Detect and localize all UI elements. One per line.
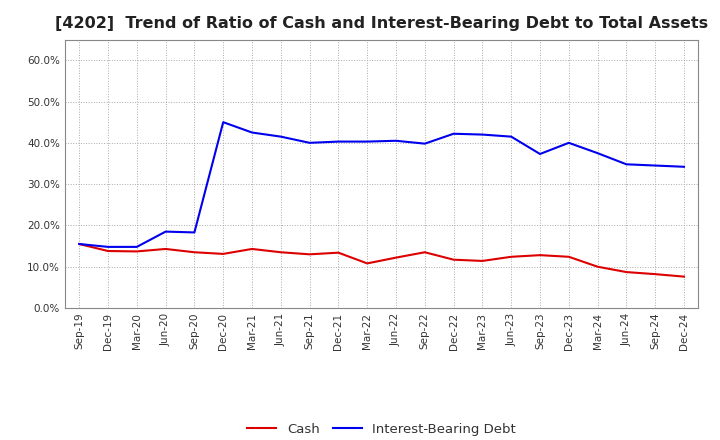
- Cash: [392, 255, 400, 260]
- Cash: [536, 253, 544, 258]
- Cash: [478, 258, 487, 264]
- Interest-Bearing Debt: [680, 164, 688, 169]
- Cash: [507, 254, 516, 260]
- Interest-Bearing Debt: [75, 242, 84, 247]
- Cash: [449, 257, 458, 262]
- Cash: [363, 261, 372, 266]
- Interest-Bearing Debt: [536, 151, 544, 157]
- Interest-Bearing Debt: [248, 130, 256, 135]
- Line: Cash: Cash: [79, 244, 684, 277]
- Interest-Bearing Debt: [622, 161, 631, 167]
- Cash: [334, 250, 343, 255]
- Interest-Bearing Debt: [305, 140, 314, 146]
- Interest-Bearing Debt: [132, 244, 141, 249]
- Cash: [593, 264, 602, 269]
- Cash: [190, 249, 199, 255]
- Cash: [680, 274, 688, 279]
- Cash: [420, 249, 429, 255]
- Interest-Bearing Debt: [219, 120, 228, 125]
- Cash: [276, 249, 285, 255]
- Interest-Bearing Debt: [593, 150, 602, 156]
- Cash: [305, 252, 314, 257]
- Interest-Bearing Debt: [507, 134, 516, 139]
- Interest-Bearing Debt: [449, 131, 458, 136]
- Cash: [75, 242, 84, 247]
- Legend: Cash, Interest-Bearing Debt: Cash, Interest-Bearing Debt: [242, 418, 521, 440]
- Cash: [161, 246, 170, 252]
- Title: [4202]  Trend of Ratio of Cash and Interest-Bearing Debt to Total Assets: [4202] Trend of Ratio of Cash and Intere…: [55, 16, 708, 32]
- Interest-Bearing Debt: [363, 139, 372, 144]
- Interest-Bearing Debt: [334, 139, 343, 144]
- Cash: [651, 271, 660, 277]
- Line: Interest-Bearing Debt: Interest-Bearing Debt: [79, 122, 684, 247]
- Interest-Bearing Debt: [161, 229, 170, 234]
- Interest-Bearing Debt: [420, 141, 429, 146]
- Cash: [132, 249, 141, 254]
- Cash: [104, 248, 112, 253]
- Interest-Bearing Debt: [276, 134, 285, 139]
- Cash: [622, 269, 631, 275]
- Cash: [248, 246, 256, 252]
- Cash: [564, 254, 573, 260]
- Interest-Bearing Debt: [478, 132, 487, 137]
- Interest-Bearing Debt: [651, 163, 660, 168]
- Interest-Bearing Debt: [190, 230, 199, 235]
- Interest-Bearing Debt: [104, 244, 112, 249]
- Interest-Bearing Debt: [564, 140, 573, 146]
- Cash: [219, 251, 228, 257]
- Interest-Bearing Debt: [392, 138, 400, 143]
